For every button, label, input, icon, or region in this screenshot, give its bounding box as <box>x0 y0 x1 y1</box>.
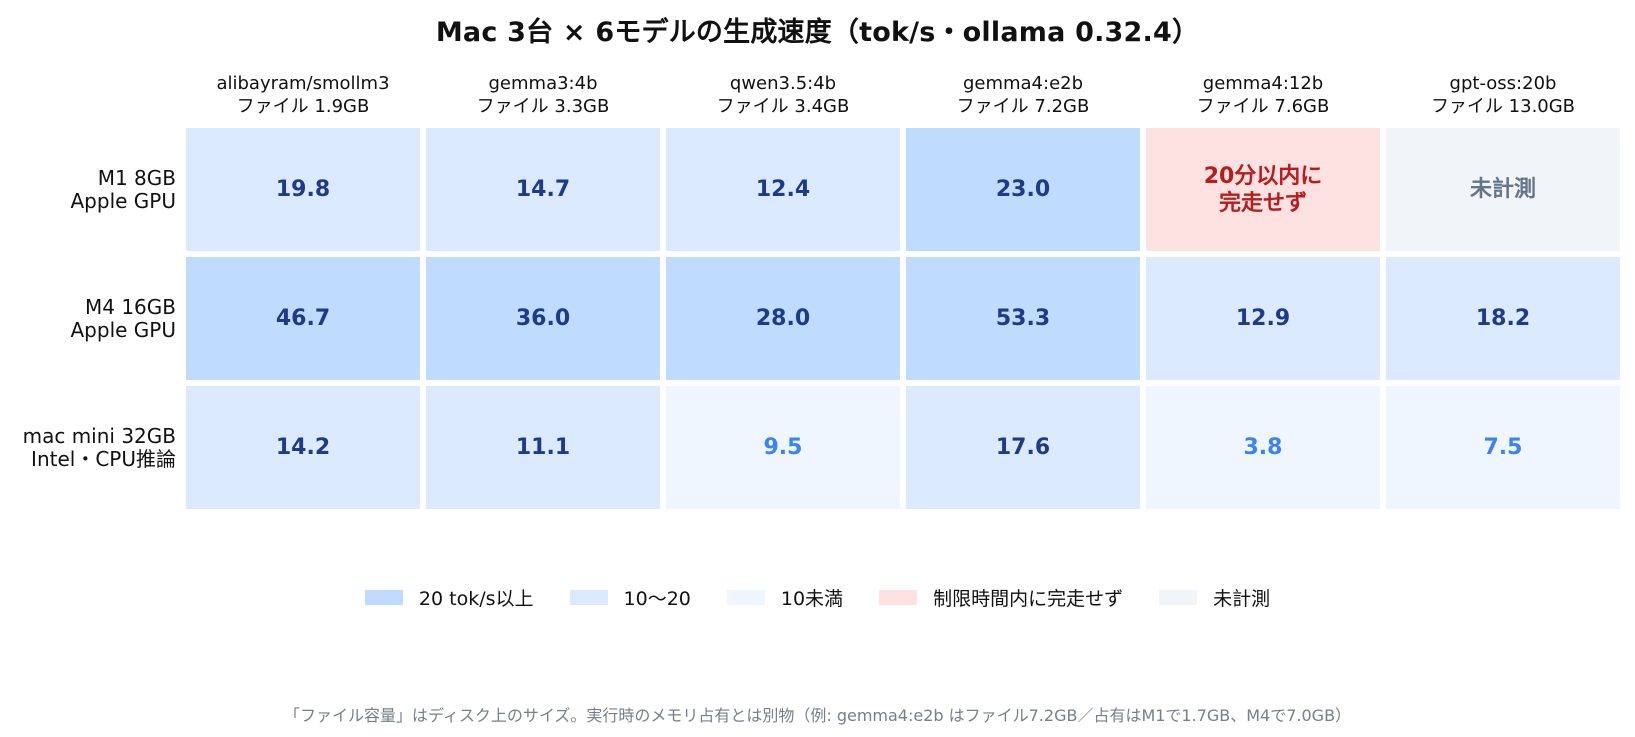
column-header-model: alibayram/smollm3 <box>216 73 390 94</box>
column-header: gemma4:e2b ファイル 7.2GB <box>906 72 1140 122</box>
chart-title: Mac 3台 × 6モデルの生成速度（tok/s・ollama 0.32.4） <box>435 17 1200 48</box>
legend-swatch <box>1159 590 1198 605</box>
column-header-size: ファイル 13.0GB <box>1430 96 1576 117</box>
heatmap-cell: 17.6 <box>906 386 1140 509</box>
row-header-backend: Apple GPU <box>70 188 177 213</box>
heatmap-cell: 28.0 <box>666 257 900 380</box>
row-header-machine: M4 16GB <box>84 294 176 319</box>
heatmap-cell: 14.2 <box>186 386 420 509</box>
column-header-size: ファイル 3.3GB <box>476 96 610 117</box>
column-header-size: ファイル 7.6GB <box>1196 96 1330 117</box>
row-header-backend: Intel・CPU推論 <box>31 446 176 471</box>
row-header-machine: mac mini 32GB <box>22 423 176 448</box>
legend-item: 10〜20 <box>569 584 691 611</box>
legend-swatch <box>364 590 403 605</box>
heatmap-cell: 23.0 <box>906 128 1140 251</box>
legend-swatch <box>569 590 608 605</box>
column-header: gemma3:4b ファイル 3.3GB <box>426 72 660 122</box>
row-header: M4 16GB Apple GPU <box>0 294 177 342</box>
footnote: 「ファイル容量」はディスク上のサイズ。実行時のメモリ占有とは別物（例: gemm… <box>283 706 1352 725</box>
column-header-model: gemma4:e2b <box>962 73 1084 94</box>
column-header-size: ファイル 1.9GB <box>236 96 370 117</box>
heatmap-cell: 9.5 <box>666 386 900 509</box>
legend-label: 20 tok/s以上 <box>418 588 534 610</box>
heatmap-cell: 20分以内に 完走せず <box>1146 128 1380 251</box>
legend-label: 未計測 <box>1213 588 1271 610</box>
column-header-model: gemma4:12b <box>1202 73 1324 94</box>
column-header: gpt-oss:20b ファイル 13.0GB <box>1386 72 1620 122</box>
column-header-size: ファイル 3.4GB <box>716 96 850 117</box>
heatmap-cell: 14.7 <box>426 128 660 251</box>
heatmap-cell: 18.2 <box>1386 257 1620 380</box>
row-header-machine: M1 8GB <box>97 165 176 190</box>
legend-item: 未計測 <box>1159 584 1270 611</box>
column-header-size: ファイル 7.2GB <box>956 96 1090 117</box>
legend-label: 10〜20 <box>623 588 691 610</box>
legend-item: 20 tok/s以上 <box>364 584 534 611</box>
legend: 20 tok/s以上 10〜20 10未満 制限時間内に完走せず 未計測 <box>0 584 1635 611</box>
heatmap-cell: 36.0 <box>426 257 660 380</box>
column-header-model: gemma3:4b <box>488 73 598 94</box>
legend-item: 制限時間内に完走せず <box>879 584 1123 611</box>
legend-swatch <box>879 590 918 605</box>
legend-item: 10未満 <box>726 584 844 611</box>
row-header: M1 8GB Apple GPU <box>0 165 177 213</box>
heatmap-cell: 46.7 <box>186 257 420 380</box>
heatmap-cell: 3.8 <box>1146 386 1380 509</box>
column-header-model: qwen3.5:4b <box>729 73 837 94</box>
heatmap-cell: 11.1 <box>426 386 660 509</box>
heatmap-cell: 53.3 <box>906 257 1140 380</box>
heatmap-cell: 未計測 <box>1386 128 1620 251</box>
legend-label: 10未満 <box>780 588 844 610</box>
column-header: alibayram/smollm3 ファイル 1.9GB <box>186 72 420 122</box>
legend-swatch <box>726 590 765 605</box>
heatmap-cell: 7.5 <box>1386 386 1620 509</box>
row-header-backend: Apple GPU <box>70 317 177 342</box>
row-header: mac mini 32GB Intel・CPU推論 <box>0 423 176 471</box>
heatmap-cell: 19.8 <box>186 128 420 251</box>
heatmap-cell: 12.9 <box>1146 257 1380 380</box>
heatmap-cell: 12.4 <box>666 128 900 251</box>
legend-label: 制限時間内に完走せず <box>933 588 1124 610</box>
column-header-model: gpt-oss:20b <box>1449 73 1557 94</box>
column-header: gemma4:12b ファイル 7.6GB <box>1146 72 1380 122</box>
column-header: qwen3.5:4b ファイル 3.4GB <box>666 72 900 122</box>
